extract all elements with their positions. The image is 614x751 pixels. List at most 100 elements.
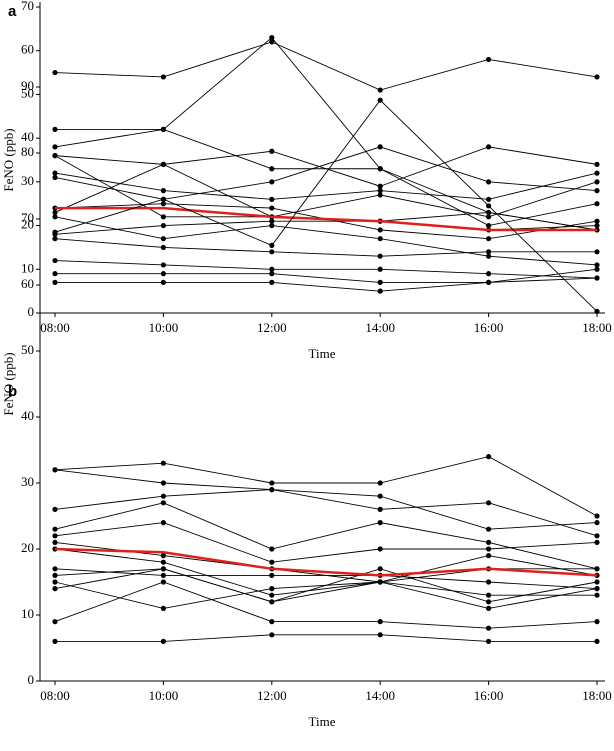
x-tick-label: 16:00	[474, 320, 504, 335]
data-point	[52, 638, 58, 645]
data-point	[377, 227, 383, 233]
data-point	[486, 605, 492, 612]
data-point	[594, 619, 600, 625]
data-point	[377, 166, 383, 172]
x-axis-label: Time	[309, 346, 336, 361]
data-point	[594, 266, 600, 272]
data-point	[594, 533, 600, 539]
data-point	[52, 586, 58, 592]
data-point	[160, 222, 166, 229]
data-point	[52, 174, 58, 181]
data-point	[269, 599, 275, 605]
x-tick-label: 10:00	[149, 688, 179, 703]
data-point	[52, 579, 58, 585]
data-point	[269, 480, 275, 486]
data-point	[160, 279, 166, 285]
data-point	[160, 520, 166, 526]
data-point	[377, 520, 383, 526]
data-point	[486, 222, 492, 229]
data-point	[269, 242, 275, 248]
subject-line	[54, 260, 598, 279]
data-point	[269, 592, 275, 598]
data-point	[52, 467, 58, 473]
data-point	[486, 579, 492, 585]
data-point	[486, 526, 492, 532]
y-tick-label: 30	[21, 474, 34, 489]
y-tick-label: 60	[21, 276, 34, 291]
data-point	[377, 506, 383, 512]
data-point	[160, 638, 166, 645]
data-point	[594, 222, 600, 229]
data-point	[160, 74, 166, 80]
subject-line	[55, 273, 598, 283]
data-point	[594, 539, 600, 546]
data-point	[160, 188, 166, 194]
x-tick-label: 12:00	[257, 688, 287, 703]
data-point	[486, 454, 492, 460]
subject-line	[55, 634, 597, 642]
data-point	[269, 559, 275, 565]
y-tick-label: 40	[21, 408, 34, 423]
data-point	[269, 222, 275, 229]
data-point	[269, 205, 275, 211]
data-point	[377, 288, 383, 294]
x-tick-label: 08:00	[40, 320, 70, 335]
y-tick-label: 10	[21, 606, 34, 621]
data-point	[377, 579, 383, 585]
y-tick-label: 90	[21, 78, 34, 93]
data-point	[594, 179, 600, 185]
data-point	[377, 480, 383, 486]
data-point	[52, 526, 58, 532]
data-point	[52, 144, 58, 150]
data-point	[594, 592, 600, 598]
y-tick-label: 50	[21, 342, 34, 357]
data-point	[52, 257, 58, 264]
data-point	[594, 74, 600, 80]
y-tick-label: 10	[21, 260, 34, 275]
panel-label: a	[8, 3, 17, 20]
data-point	[486, 144, 492, 150]
data-point	[486, 249, 492, 255]
y-tick-label: 0	[28, 672, 35, 687]
panel-label: b	[8, 383, 17, 400]
data-point	[52, 214, 58, 220]
data-point	[52, 572, 58, 579]
x-tick-label: 18:00	[582, 688, 612, 703]
data-point	[160, 566, 166, 572]
data-point	[269, 148, 275, 154]
data-point	[377, 632, 383, 638]
y-tick-label: 20	[21, 540, 34, 555]
data-point	[269, 271, 275, 277]
data-point	[52, 506, 58, 512]
data-point	[377, 188, 383, 194]
data-point	[594, 170, 600, 176]
data-point	[486, 179, 492, 185]
data-point	[269, 619, 275, 625]
data-point	[594, 249, 600, 255]
subject-line	[54, 522, 598, 563]
subject-line	[54, 541, 598, 583]
data-point	[486, 236, 492, 242]
data-point	[52, 619, 58, 625]
data-point	[160, 572, 166, 579]
subject-line	[54, 568, 598, 603]
subject-line	[54, 172, 598, 200]
subject-line	[54, 155, 598, 218]
data-point	[160, 262, 166, 268]
y-axis-label: FeNO (ppb)	[1, 128, 16, 191]
data-point	[160, 126, 166, 132]
data-point	[269, 487, 275, 493]
data-point	[52, 126, 58, 132]
data-point	[594, 262, 600, 268]
data-point	[594, 520, 600, 526]
data-point	[594, 513, 600, 519]
data-point	[269, 279, 275, 285]
data-point	[486, 599, 492, 605]
data-point	[486, 638, 492, 645]
data-point	[269, 35, 275, 41]
data-point	[486, 539, 492, 546]
data-point	[269, 546, 275, 552]
data-point	[594, 218, 600, 224]
data-point	[269, 632, 275, 638]
subject-line	[54, 41, 598, 91]
